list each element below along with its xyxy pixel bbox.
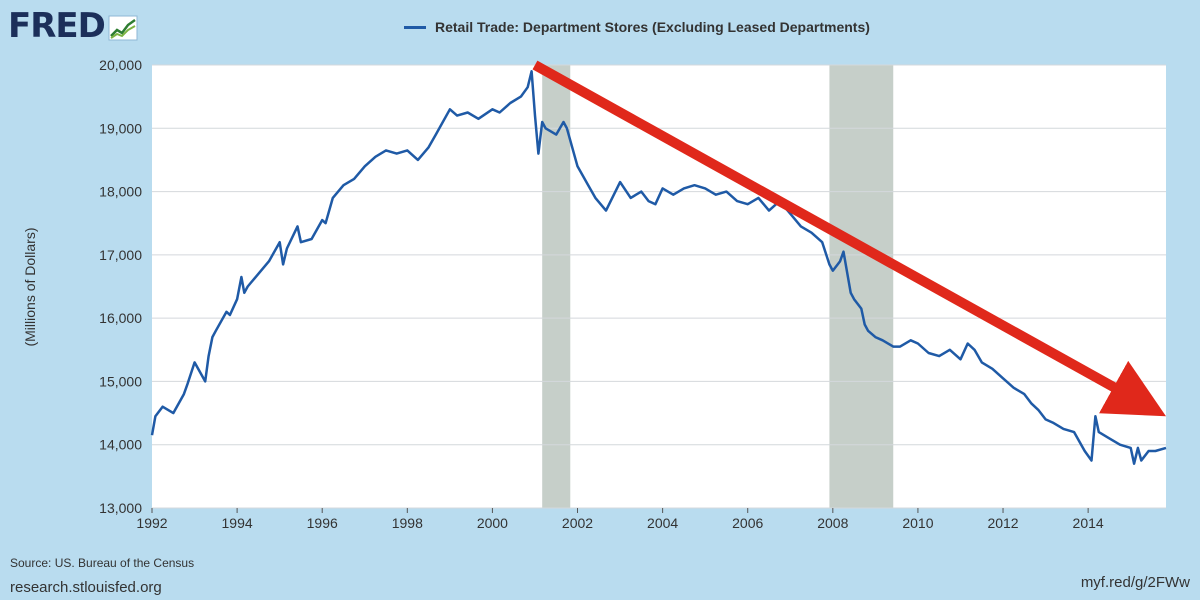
x-tick-label: 1996 <box>307 515 338 531</box>
short-url-link[interactable]: myf.red/g/2FWw <box>1080 574 1190 591</box>
y-tick-label: 19,000 <box>99 120 142 136</box>
trend-arrow <box>532 60 1167 417</box>
chart-legend: Retail Trade: Department Stores (Excludi… <box>404 19 870 35</box>
y-tick-label: 13,000 <box>99 500 142 516</box>
source-note: Source: US. Bureau of the Census <box>10 556 195 570</box>
x-tick-label: 1998 <box>392 515 423 531</box>
x-tick-label: 1994 <box>222 515 253 531</box>
recession-band <box>829 65 894 508</box>
y-tick-label: 15,000 <box>99 373 142 389</box>
x-tick-label: 2004 <box>647 515 678 531</box>
legend-label: Retail Trade: Department Stores (Excludi… <box>435 19 870 35</box>
x-tick-label: 2008 <box>817 515 848 531</box>
fred-logo: FRED <box>8 6 138 46</box>
x-tick-labels: 1992 1994 1996 1998 2000 2002 2004 2006 2008 2010… <box>136 508 1104 531</box>
x-tick-label: 2012 <box>987 515 1018 531</box>
x-tick-label: 1992 <box>136 515 167 531</box>
legend-swatch <box>404 25 426 29</box>
recession-bands <box>542 65 894 508</box>
x-tick-label: 2010 <box>902 515 933 531</box>
y-tick-label: 20,000 <box>99 57 142 73</box>
chart-line-icon <box>108 15 138 41</box>
site-link[interactable]: research.stlouisfed.org <box>10 579 162 596</box>
recession-band <box>542 65 571 508</box>
y-tick-label: 14,000 <box>99 437 142 453</box>
x-tick-label: 2006 <box>732 515 763 531</box>
y-tick-labels: 13,000 14,000 15,000 16,000 17,000 18,000 19,0… <box>99 57 142 516</box>
logo-text: FRED <box>8 6 106 46</box>
x-tick-label: 2000 <box>477 515 508 531</box>
y-tick-label: 17,000 <box>99 247 142 263</box>
series-line <box>150 70 1167 465</box>
y-tick-label: 18,000 <box>99 184 142 200</box>
x-tick-label: 2014 <box>1073 515 1104 531</box>
x-tick-label: 2002 <box>562 515 593 531</box>
y-tick-label: 16,000 <box>99 310 142 326</box>
